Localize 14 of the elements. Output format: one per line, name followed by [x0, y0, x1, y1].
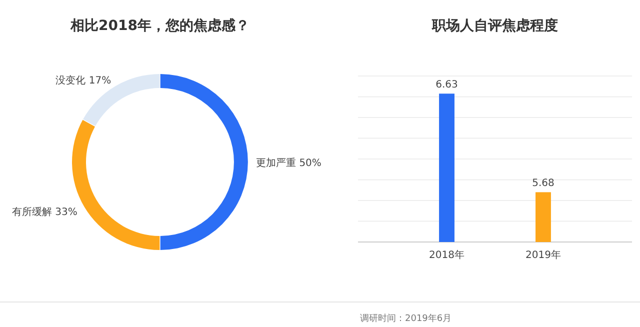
slice-label: 更加严重	[256, 158, 296, 169]
data-label: 50%	[299, 158, 322, 169]
slice-label: 没变化	[56, 75, 86, 86]
slice-label: 有所缓解	[12, 206, 52, 218]
donut-slice	[160, 74, 248, 250]
chart-title: 职场人自评焦虑程度	[431, 17, 558, 34]
chart-title: 相比2018年，您的焦虑感？	[70, 18, 250, 34]
x-tick-label: 2019年	[526, 249, 561, 261]
data-label: 6.63	[436, 80, 458, 91]
data-label: 17%	[88, 75, 112, 86]
x-tick-label: 2018年	[429, 249, 464, 261]
data-label: 5.68	[532, 178, 554, 190]
text: 调研时间：2019年6月	[360, 313, 452, 324]
data-label: 33%	[55, 206, 78, 218]
